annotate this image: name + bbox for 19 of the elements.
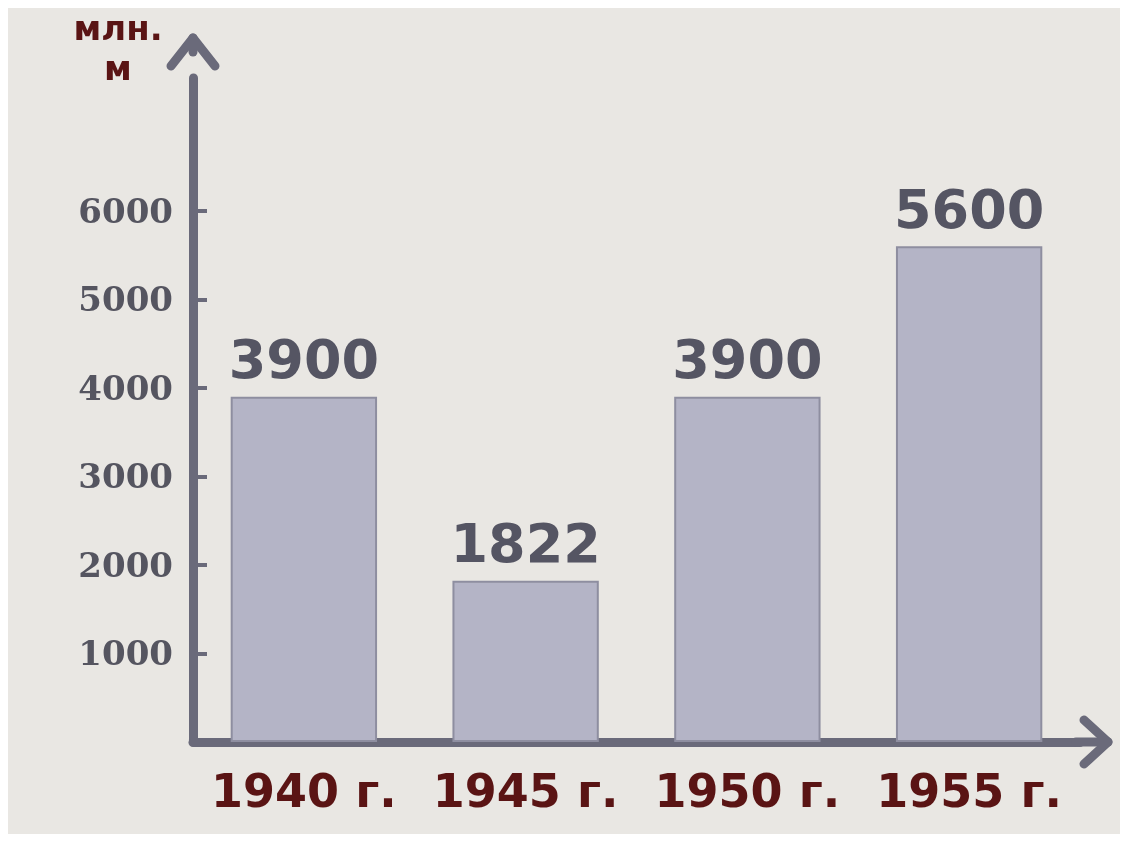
x-tick-label: 1945 г. [432,764,619,818]
x-tick-label: 1940 г. [211,764,397,818]
y-tick-label: 3000 [78,456,173,497]
x-tick-label: 1950 г. [654,764,841,818]
data-label: 3900 [672,328,823,392]
y-tick-label: 5000 [78,279,173,320]
bar [674,396,821,742]
data-label: 3900 [228,328,380,392]
y-tick-label: 4000 [78,367,173,408]
x-tick-label: 1955 г. [876,764,1062,818]
y-tick-label: 2000 [78,544,173,585]
bar [230,396,378,742]
y-tick-label: 6000 [78,190,173,231]
bar [452,580,599,742]
bar [895,246,1043,742]
y-tick-label: 1000 [78,633,173,674]
data-label: 5600 [893,177,1045,241]
data-label: 1822 [450,512,601,576]
y-axis-title: млн. м [73,8,163,88]
